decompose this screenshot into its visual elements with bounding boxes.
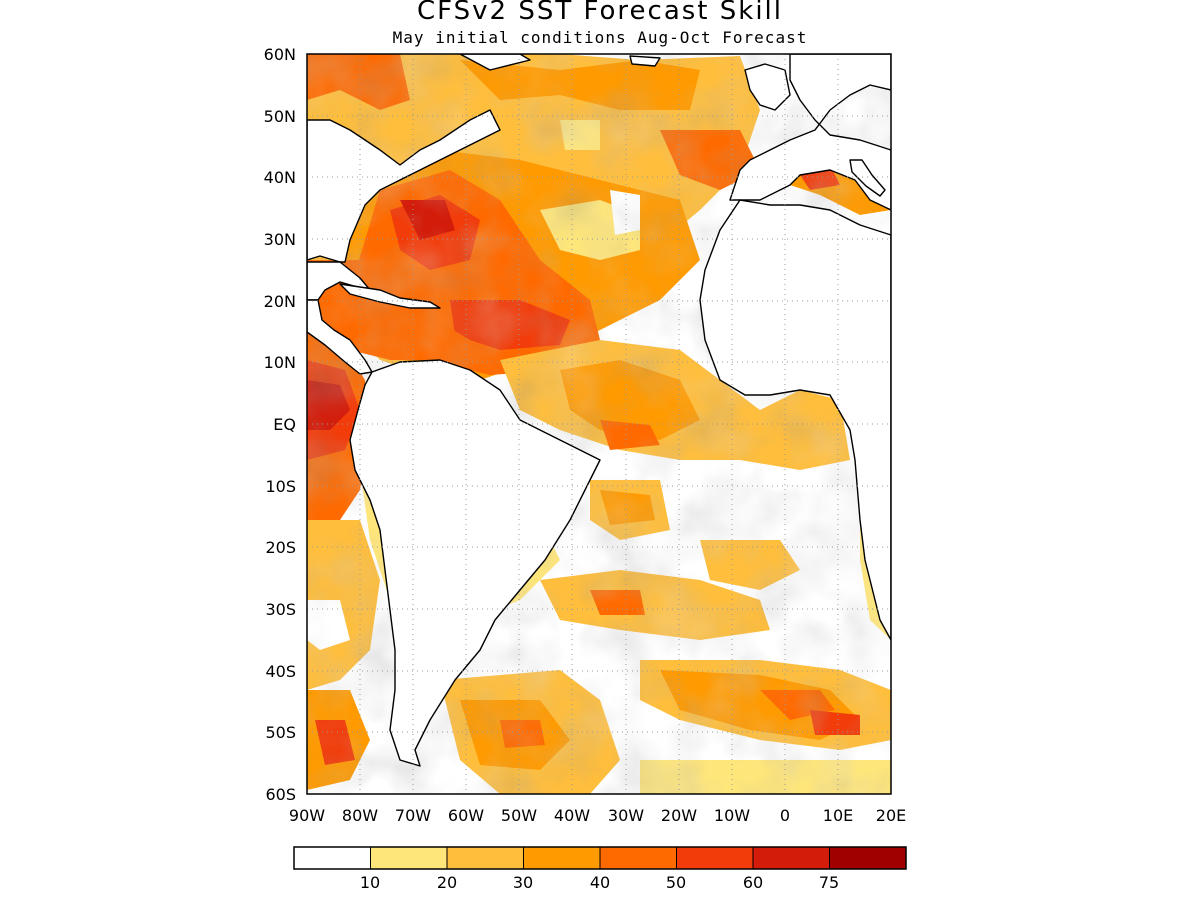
legend-swatch	[446, 846, 524, 870]
lon-label: 80W	[342, 806, 378, 825]
lat-label: 30N	[264, 230, 296, 249]
map-frame	[306, 53, 892, 795]
lat-label: 10S	[265, 477, 296, 496]
legend-swatch	[752, 846, 830, 870]
longitude-labels: 90W 80W 70W 60W 50W 40W 30W 20W 10W 0 10…	[289, 806, 906, 825]
lat-label: 50S	[265, 723, 296, 742]
lat-label: 30S	[265, 600, 296, 619]
lon-label: 70W	[395, 806, 431, 825]
lat-label: 60N	[264, 45, 296, 64]
legend-labels: 10 20 30 40 50 60 75	[360, 873, 839, 892]
lon-label: 0	[780, 806, 790, 825]
lon-label: 20E	[876, 806, 906, 825]
legend-swatch	[293, 846, 371, 870]
map-subtitle: May initial conditions Aug-Oct Forecast	[392, 28, 808, 47]
legend-break-label: 75	[819, 873, 839, 892]
legend-swatch	[676, 846, 754, 870]
legend-break-label: 40	[590, 873, 610, 892]
map-area	[307, 54, 891, 794]
legend-break-label: 60	[743, 873, 763, 892]
latitude-labels: 60N 50N 40N 30N 20N 10N EQ 10S 20S 30S 4…	[264, 45, 296, 804]
lat-label: 40N	[264, 168, 296, 187]
legend-break-label: 10	[360, 873, 380, 892]
lon-label: 30W	[608, 806, 644, 825]
lat-label: 50N	[264, 107, 296, 126]
legend-swatch	[599, 846, 677, 870]
lat-label: 20N	[264, 292, 296, 311]
lon-label: 40W	[554, 806, 590, 825]
gridlines	[307, 54, 891, 794]
map-title: CFSv2 SST Forecast Skill	[416, 0, 784, 26]
lat-label: 20S	[265, 538, 296, 557]
lon-label: 10E	[823, 806, 853, 825]
lon-label: 10W	[714, 806, 750, 825]
legend-swatch	[829, 846, 907, 870]
legend-break-label: 50	[666, 873, 686, 892]
legend-swatch	[523, 846, 601, 870]
lat-label: 40S	[265, 662, 296, 681]
lon-label: 20W	[661, 806, 697, 825]
legend-break-label: 30	[513, 873, 533, 892]
lon-label: 60W	[448, 806, 484, 825]
lon-label: 50W	[501, 806, 537, 825]
legend-colorbar	[293, 846, 907, 870]
legend-swatch	[370, 846, 448, 870]
lat-label: EQ	[273, 415, 296, 434]
lat-label: 60S	[265, 785, 296, 804]
legend-break-label: 20	[437, 873, 457, 892]
lat-label: 10N	[264, 353, 296, 372]
lon-label: 90W	[289, 806, 325, 825]
